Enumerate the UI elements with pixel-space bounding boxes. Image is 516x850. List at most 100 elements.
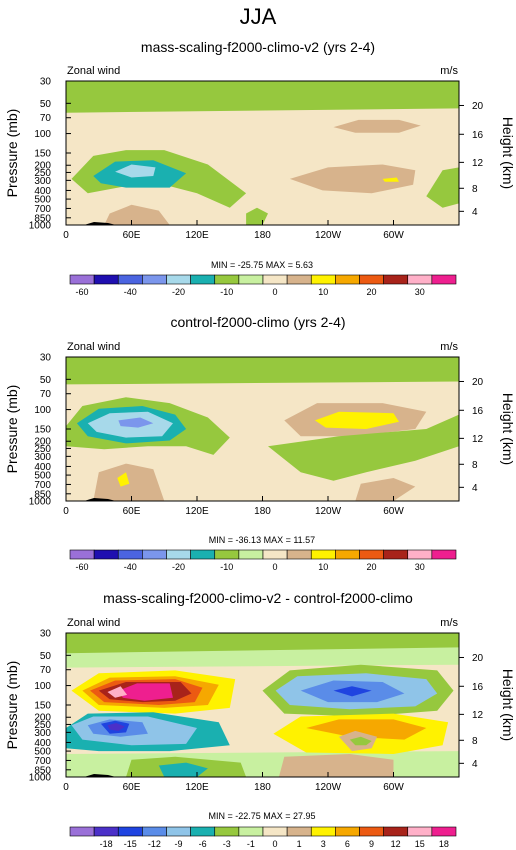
terrain: [84, 774, 116, 777]
colorbar-swatch: [407, 826, 433, 837]
y-right-tick-label: 12: [472, 434, 484, 445]
colorbar-swatch: [190, 274, 216, 285]
y-tick-label: 100: [34, 129, 51, 140]
contour-region-8: [118, 683, 173, 701]
colorbar-swatch: [286, 826, 312, 837]
y-tick-label: 30: [40, 353, 52, 364]
colorbar-swatch: [190, 549, 216, 560]
colorbar-label: -3: [223, 839, 231, 849]
contour-region-13: [333, 686, 372, 697]
x-tick-label: 120W: [315, 230, 342, 241]
figure-title: JJA: [239, 4, 277, 29]
colorbar-swatch: [117, 826, 143, 837]
y-tick-label: 1000: [29, 497, 52, 508]
y-tick-label: 50: [40, 375, 52, 386]
colorbar: -60 -40 -20 -10 0 10 20 30: [69, 549, 457, 572]
colorbar-swatch: [214, 274, 240, 285]
colorbar-label: 10: [318, 287, 328, 297]
y-tick-label: 70: [40, 113, 52, 124]
y-tick-label: 250: [34, 168, 51, 179]
colorbar-swatch: [117, 549, 143, 560]
colorbar-swatch: [383, 549, 409, 560]
colorbar-swatch: [335, 826, 360, 837]
colorbar-label: -9: [175, 839, 183, 849]
contour-region-12: [355, 478, 416, 501]
colorbar-swatch: [262, 826, 288, 837]
x-tick-label: 60E: [123, 506, 141, 517]
y-tick-label: 300: [34, 452, 51, 463]
y-tick-label: 1000: [29, 221, 52, 232]
y-tick-label: 200: [34, 713, 51, 724]
contour-region-24: [158, 762, 208, 777]
colorbar-label: -10: [220, 562, 233, 572]
x-tick-label: 180: [254, 506, 271, 517]
x-tick-label: 0: [63, 782, 69, 793]
colorbar-label: -10: [220, 287, 233, 297]
y-tick-label: 700: [34, 204, 51, 215]
colorbar-label: -18: [100, 839, 113, 849]
y-right-tick-label: 16: [472, 682, 484, 693]
y-right-tick-label: 20: [472, 377, 484, 388]
variable-label: Zonal wind: [67, 617, 120, 629]
y-tick-label: 700: [34, 480, 51, 491]
panel-2: control-f2000-climo (yrs 2-4) Zonal wind m…: [4, 314, 516, 572]
contour-region-11: [117, 472, 130, 487]
colorbar-swatch: [214, 549, 240, 560]
contour-region-22: [349, 736, 372, 746]
colorbar-swatch: [407, 274, 433, 285]
colorbar-swatch: [142, 274, 167, 285]
y-tick-label: 400: [34, 186, 51, 197]
colorbar-label: 15: [415, 839, 425, 849]
colorbar-label: 9: [369, 839, 374, 849]
y-tick-label: 30: [40, 77, 52, 88]
colorbar-label: -6: [199, 839, 207, 849]
x-tick-label: 120E: [185, 782, 209, 793]
y-tick-label: 700: [34, 756, 51, 767]
y-right-axis-title: Height (km): [500, 669, 516, 741]
panel-title: mass-scaling-f2000-climo-v2 (yrs 2-4): [141, 39, 375, 55]
y-tick-label: 500: [34, 471, 51, 482]
x-tick-label: 60W: [383, 506, 404, 517]
min-max-stats: MIN = -25.75 MAX = 5.63: [211, 260, 313, 270]
colorbar-swatch: [286, 549, 312, 560]
contour-region-3: [333, 119, 421, 133]
y-tick-label: 150: [34, 701, 51, 712]
colorbar-label: -40: [124, 287, 137, 297]
y-right-tick-label: 20: [472, 653, 484, 664]
colorbar-label: 0: [273, 562, 278, 572]
y-right-axis-title: Height (km): [500, 117, 516, 189]
y-right-tick-label: 8: [472, 184, 478, 195]
min-max-stats: MIN = -36.13 MAX = 11.57: [209, 535, 315, 545]
y-tick-label: 150: [34, 149, 51, 160]
y-tick-label: 200: [34, 437, 51, 448]
colorbar-swatch: [359, 274, 384, 285]
y-tick-label: 300: [34, 176, 51, 187]
colorbar-swatch: [383, 826, 409, 837]
min-max-stats: MIN = -22.75 MAX = 27.95: [208, 811, 315, 821]
y-tick-label: 300: [34, 728, 51, 739]
colorbar-swatch: [431, 274, 457, 285]
x-tick-label: 60E: [123, 782, 141, 793]
colorbar-label: 12: [391, 839, 401, 849]
contour-region-9: [426, 167, 459, 208]
panel-title: control-f2000-climo (yrs 2-4): [170, 314, 345, 330]
colorbar-swatch: [142, 549, 167, 560]
colorbar-swatch: [383, 274, 409, 285]
colorbar-swatch: [117, 274, 143, 285]
y-right-tick-label: 4: [472, 207, 478, 218]
y-tick-label: 150: [34, 425, 51, 436]
contour-region-9: [107, 686, 128, 698]
y-right-tick-label: 4: [472, 759, 478, 770]
contour-region-18: [107, 723, 125, 731]
colorbar-label: 0: [273, 839, 278, 849]
colorbar-swatch: [69, 826, 95, 837]
y-tick-label: 50: [40, 99, 52, 110]
colorbar-label: 6: [345, 839, 350, 849]
x-tick-label: 60W: [383, 782, 404, 793]
x-tick-label: 120E: [185, 506, 209, 517]
colorbar-swatch: [431, 826, 457, 837]
y-tick-label: 500: [34, 747, 51, 758]
colorbar-swatch: [93, 826, 119, 837]
contour-region-10: [104, 204, 170, 225]
y-tick-label: 500: [34, 195, 51, 206]
